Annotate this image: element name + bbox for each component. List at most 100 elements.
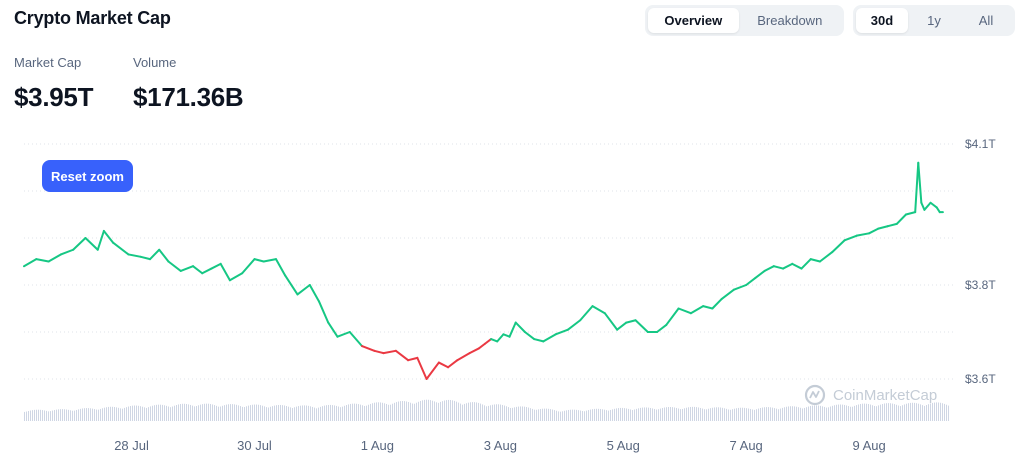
volume-bar — [316, 408, 317, 421]
data-point — [831, 251, 834, 253]
volume-bar — [130, 406, 131, 421]
line-segment — [112, 241, 130, 256]
volume-bar — [660, 408, 661, 421]
range-1y[interactable]: 1y — [927, 13, 941, 28]
volume-bar — [946, 404, 947, 421]
volume-bar — [630, 409, 631, 421]
volume-bar — [752, 409, 753, 421]
line-segment — [274, 258, 287, 277]
data-point — [929, 201, 932, 204]
volume-bar — [484, 405, 485, 421]
data-point — [514, 321, 517, 324]
volume-bar — [62, 409, 63, 421]
volume-bar — [742, 407, 743, 421]
volume-bar — [628, 408, 629, 421]
volume-bar — [58, 409, 59, 421]
volume-bar — [704, 409, 705, 421]
tab-overview[interactable]: Overview — [648, 8, 739, 33]
volume-bar — [94, 409, 95, 421]
volume-bar — [496, 404, 497, 421]
x-tick-label: 30 Jul — [237, 438, 272, 453]
volume-bar — [40, 409, 41, 421]
line-segment — [348, 331, 364, 348]
volume-bar — [810, 405, 811, 421]
data-point — [502, 333, 505, 336]
x-tick-label: 9 Aug — [852, 438, 885, 453]
data-point — [382, 352, 385, 354]
volume-bar — [672, 407, 673, 421]
volume-bar — [338, 406, 339, 421]
volume-bar — [354, 403, 355, 421]
data-point — [920, 201, 923, 204]
volume-bar — [836, 404, 837, 421]
volume-bar — [940, 402, 941, 421]
volume-bar — [874, 405, 875, 421]
line-segment — [437, 361, 450, 369]
data-point — [616, 328, 618, 331]
volume-bar — [682, 408, 683, 421]
line-segment — [763, 265, 775, 272]
volume-bar — [772, 407, 773, 421]
volume-bar — [210, 403, 211, 421]
volume-bar — [700, 407, 701, 421]
volume-bar — [28, 410, 29, 421]
tab-breakdown[interactable]: Breakdown — [757, 13, 823, 28]
volume-bar — [898, 405, 899, 421]
data-point — [158, 248, 161, 251]
line-segment — [634, 319, 649, 333]
volume-bar — [714, 407, 715, 421]
x-tick-label: 7 Aug — [730, 438, 763, 453]
volume-bar — [200, 404, 201, 421]
volume-bar — [344, 405, 345, 421]
data-point — [905, 213, 907, 216]
range-30d[interactable]: 30d — [856, 8, 908, 33]
volume-bar — [902, 405, 903, 421]
volume-bar — [450, 399, 451, 421]
volume-bar — [886, 403, 887, 421]
volume-bar — [514, 407, 515, 421]
volume-bar — [494, 404, 495, 421]
volume-bar — [690, 406, 691, 421]
volume-bar — [430, 400, 431, 421]
range-all[interactable]: All — [978, 13, 994, 28]
line-segment — [732, 284, 748, 291]
volume-bar — [492, 404, 493, 421]
volume-bar — [582, 410, 583, 421]
volume-bar — [212, 404, 213, 421]
data-point — [192, 265, 194, 268]
line-segment — [904, 211, 917, 216]
x-tick-label: 5 Aug — [607, 438, 640, 453]
volume-bar — [366, 405, 367, 421]
volume-bar — [50, 411, 51, 421]
volume-bar — [214, 405, 215, 421]
volume-bar — [564, 410, 565, 421]
volume-bar — [442, 401, 443, 421]
reset-zoom-button[interactable]: Reset zoom — [42, 160, 133, 192]
data-point — [275, 258, 277, 260]
volume-bar — [936, 402, 937, 421]
volume-bar — [362, 405, 363, 421]
volume-bar — [134, 405, 135, 421]
volume-bar — [230, 404, 231, 421]
data-point — [201, 272, 204, 275]
volume-bar — [602, 409, 603, 421]
volume-bar — [436, 402, 437, 421]
volume-bar — [900, 406, 901, 421]
volume-bar — [30, 410, 31, 421]
data-point — [773, 265, 775, 268]
volume-bar — [858, 404, 859, 421]
volume-bar — [522, 406, 523, 421]
volume-bar — [400, 401, 401, 421]
volume-bar — [644, 407, 645, 421]
data-point — [478, 347, 480, 350]
volume-bar — [890, 403, 891, 421]
volume-bar — [540, 408, 541, 421]
volume-bar — [82, 408, 83, 421]
data-point — [456, 359, 459, 362]
volume-bar — [502, 404, 503, 421]
data-point — [656, 331, 658, 333]
volume-bar — [90, 408, 91, 421]
volume-bar — [616, 408, 617, 421]
volume-bar — [750, 408, 751, 421]
